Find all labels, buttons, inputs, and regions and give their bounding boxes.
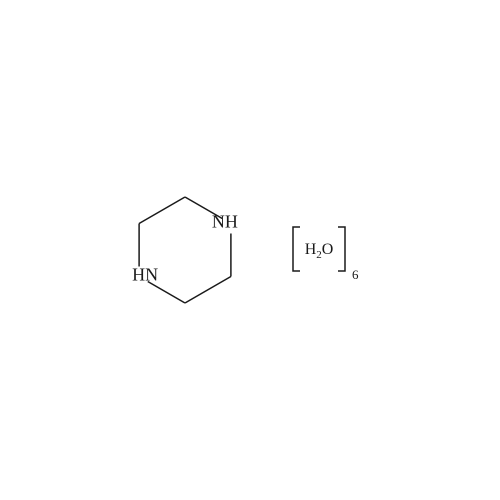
bracket-right (338, 227, 345, 271)
bracket-left (293, 227, 300, 271)
atom-label: HN (132, 265, 158, 285)
atom-label: NH (212, 212, 238, 232)
chemical-structure: NH HN H2O 6 (0, 0, 500, 500)
piperazine-ring: NH HN (132, 197, 238, 303)
hydrate-notation: H2O 6 (293, 227, 359, 282)
water-formula: H2O (305, 241, 334, 261)
stoichiometry-subscript: 6 (352, 267, 359, 282)
